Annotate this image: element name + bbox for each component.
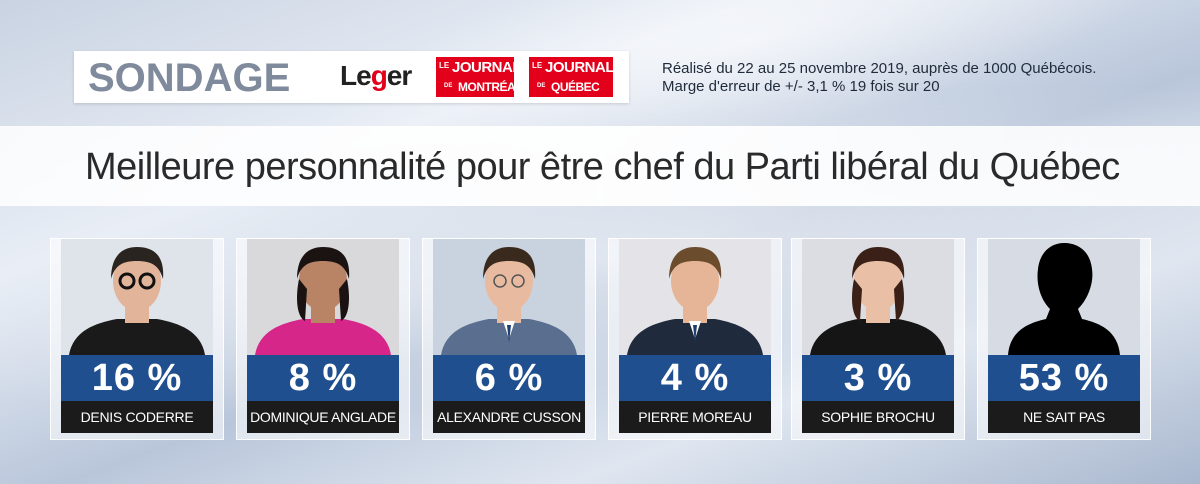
candidate-photo	[433, 239, 585, 355]
candidate-name: NE SAIT PAS	[988, 401, 1140, 433]
candidate-card: 8 % DOMINIQUE ANGLADE	[236, 238, 410, 440]
percentage-label: 53 %	[988, 355, 1140, 401]
candidate-name: SOPHIE BROCHU	[802, 401, 954, 433]
journal-de-montreal-logo: LE JOURNAL DE MONTRÉAL	[436, 57, 523, 97]
candidate-card: 3 % SOPHIE BROCHU	[791, 238, 965, 440]
candidate-photo	[247, 239, 399, 355]
candidate-name: ALEXANDRE CUSSON	[433, 401, 585, 433]
candidate-card: 6 % ALEXANDRE CUSSON	[422, 238, 596, 440]
candidate-name: DOMINIQUE ANGLADE	[247, 401, 399, 433]
candidate-name: DENIS CODERRE	[61, 401, 213, 433]
percentage-label: 6 %	[433, 355, 585, 401]
silhouette-icon	[988, 239, 1140, 355]
candidate-photo	[802, 239, 954, 355]
candidate-card: 53 % NE SAIT PAS	[977, 238, 1151, 440]
source-line-1: Réalisé du 22 au 25 novembre 2019, auprè…	[662, 60, 1097, 77]
candidate-name: PIERRE MOREAU	[619, 401, 771, 433]
candidate-photo	[61, 239, 213, 355]
source-line-2: Marge d'erreur de +/- 3,1 % 19 fois sur …	[662, 78, 940, 95]
chart-title: Meilleure personnalité pour être chef du…	[85, 146, 1120, 188]
journal-de-quebec-logo: LE JOURNAL DE QUÉBEC	[529, 57, 615, 97]
percentage-label: 8 %	[247, 355, 399, 401]
percentage-label: 4 %	[619, 355, 771, 401]
percentage-label: 3 %	[802, 355, 954, 401]
title-band	[0, 126, 1200, 206]
survey-source-note: Réalisé du 22 au 25 novembre 2019, auprè…	[662, 60, 1096, 96]
sondage-label: SONDAGE	[88, 56, 291, 100]
candidate-photo	[619, 239, 771, 355]
header-bar: SONDAGE Leger LE JOURNAL DE MONTRÉAL LE …	[74, 51, 629, 103]
candidate-card: 4 % PIERRE MOREAU	[608, 238, 782, 440]
candidate-card: 16 % DENIS CODERRE	[50, 238, 224, 440]
leger-logo: Leger	[340, 60, 412, 91]
percentage-label: 16 %	[61, 355, 213, 401]
